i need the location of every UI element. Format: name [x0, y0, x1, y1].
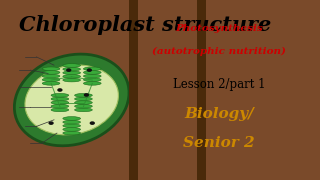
- Ellipse shape: [14, 54, 129, 146]
- Ellipse shape: [84, 71, 101, 74]
- Ellipse shape: [42, 71, 60, 74]
- Ellipse shape: [42, 78, 60, 82]
- Text: (autotrophic nutrition): (autotrophic nutrition): [152, 47, 286, 56]
- Ellipse shape: [84, 78, 101, 82]
- Ellipse shape: [87, 68, 92, 72]
- Ellipse shape: [75, 101, 92, 104]
- Ellipse shape: [51, 104, 69, 108]
- Ellipse shape: [84, 67, 101, 71]
- Ellipse shape: [75, 104, 92, 108]
- Ellipse shape: [63, 75, 81, 78]
- Ellipse shape: [66, 68, 71, 72]
- Ellipse shape: [84, 93, 89, 97]
- Ellipse shape: [42, 67, 60, 71]
- Ellipse shape: [63, 117, 81, 120]
- Text: Lesson 2/part 1: Lesson 2/part 1: [172, 78, 265, 91]
- Ellipse shape: [63, 71, 81, 75]
- Ellipse shape: [63, 131, 81, 135]
- Ellipse shape: [75, 93, 92, 97]
- Ellipse shape: [63, 78, 81, 82]
- Ellipse shape: [84, 74, 101, 78]
- Ellipse shape: [75, 97, 92, 101]
- Ellipse shape: [63, 120, 81, 124]
- Ellipse shape: [48, 121, 54, 125]
- Ellipse shape: [57, 88, 62, 92]
- Ellipse shape: [51, 93, 69, 97]
- Ellipse shape: [51, 97, 69, 101]
- Text: Chloroplast structure: Chloroplast structure: [19, 15, 271, 35]
- Ellipse shape: [84, 82, 101, 85]
- Ellipse shape: [90, 121, 95, 125]
- Ellipse shape: [51, 108, 69, 112]
- Ellipse shape: [75, 108, 92, 112]
- Ellipse shape: [42, 82, 60, 85]
- Ellipse shape: [51, 101, 69, 104]
- Text: Biology/: Biology/: [184, 107, 254, 121]
- Ellipse shape: [63, 124, 81, 128]
- Text: Senior 2: Senior 2: [183, 136, 255, 150]
- Bar: [129, 0, 138, 180]
- Ellipse shape: [63, 64, 81, 67]
- Ellipse shape: [63, 128, 81, 131]
- Ellipse shape: [42, 74, 60, 78]
- Ellipse shape: [63, 67, 81, 71]
- Ellipse shape: [25, 65, 118, 135]
- Bar: [197, 0, 206, 180]
- Text: Photosynthesis: Photosynthesis: [175, 24, 263, 33]
